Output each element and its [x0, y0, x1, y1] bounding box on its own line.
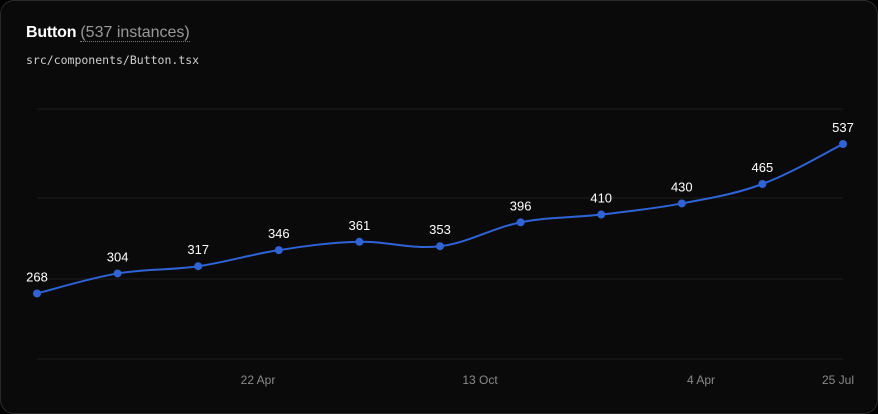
data-label: 465: [752, 160, 774, 175]
data-label: 430: [671, 179, 693, 194]
data-labels: 268 304 317 346 361 353 396 410 430 465 537: [26, 120, 854, 284]
data-point[interactable]: [436, 242, 444, 251]
x-tick-labels: 22 Apr 13 Oct 4 Apr 25 Jul: [241, 373, 854, 387]
data-label: 353: [429, 222, 451, 237]
data-label: 317: [187, 242, 209, 257]
data-label: 304: [107, 249, 129, 264]
data-label: 396: [510, 198, 532, 213]
data-point[interactable]: [33, 289, 41, 298]
instance-count[interactable]: (537 instances): [80, 24, 190, 42]
data-label: 410: [590, 191, 612, 206]
data-point[interactable]: [194, 262, 203, 271]
file-path: src/components/Button.tsx: [26, 53, 200, 67]
data-point[interactable]: [839, 140, 847, 148]
data-point[interactable]: [113, 269, 122, 278]
data-point[interactable]: [677, 199, 686, 208]
title-line: Button (537 instances): [26, 23, 199, 43]
data-label: 268: [26, 269, 48, 284]
x-tick-label: 22 Apr: [241, 373, 276, 387]
data-point[interactable]: [516, 218, 525, 227]
data-point[interactable]: [758, 180, 767, 188]
data-point[interactable]: [597, 210, 606, 219]
data-label: 361: [349, 218, 371, 233]
data-label: 346: [268, 226, 290, 241]
data-point[interactable]: [274, 246, 283, 255]
series-line: [36, 143, 844, 295]
data-label: 537: [832, 120, 854, 135]
component-title: Button: [26, 24, 77, 41]
data-points: [33, 140, 847, 298]
chart-header: Button (537 instances) src/components/But…: [26, 23, 199, 67]
x-tick-label: 4 Apr: [687, 373, 715, 387]
x-tick-label: 25 Jul: [822, 373, 854, 387]
data-point[interactable]: [355, 237, 364, 246]
x-tick-label: 13 Oct: [462, 373, 498, 387]
